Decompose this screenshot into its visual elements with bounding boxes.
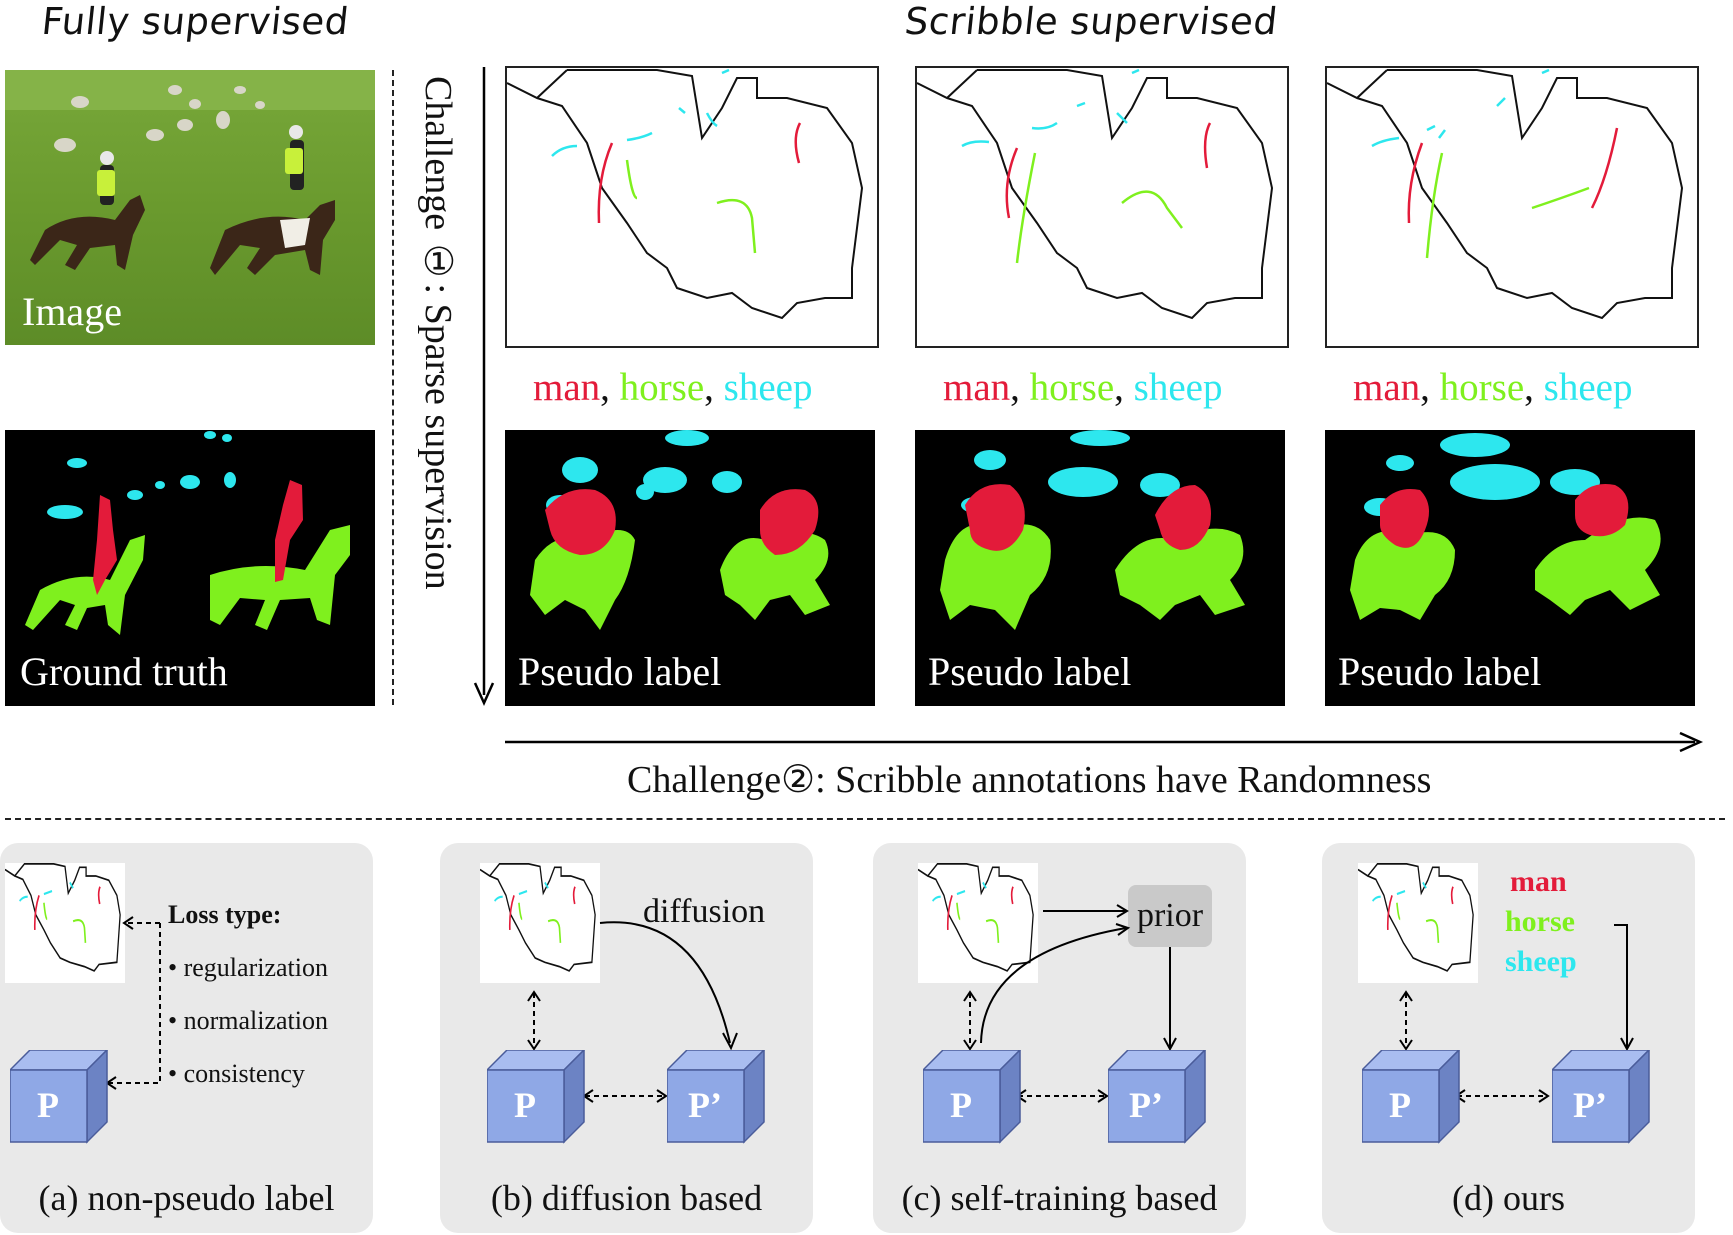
panel-c-caption: (c) self-training based [901,1178,1218,1218]
panel-b-scribble-thumb [479,863,600,983]
legend-sep: , [600,366,620,409]
legend-sheep: sheep [1543,366,1633,409]
challenge-1-label: Challenge ①: Sparse supervision [417,76,459,590]
panel-b-caption: (b) diffusion based [490,1178,763,1218]
fully-supervised-heading: Fully supervised [39,0,352,43]
legend-sep: , [1114,366,1134,409]
panel-d-cube-p: P [1362,1050,1461,1144]
scribble-drawing-1 [506,68,864,320]
pseudo-label-mask-2 [915,430,1285,706]
cube-p-prime-label: P’ [1129,1085,1163,1125]
panel-c-connectors [963,904,1177,1103]
cube-p-label: P [1389,1085,1411,1125]
panel-c-scribble-thumb [917,863,1038,983]
pseudo-label-mask-3 [1325,430,1695,706]
panel-c-cube-p-prime: P’ [1108,1050,1207,1144]
panel-a-caption: (a) non-pseudo label [38,1178,335,1218]
legend-sep: , [1010,366,1030,409]
scribble-annotation-1 [505,66,879,348]
loss-bullet-text: regularization [183,953,328,982]
panel-d-connectors [1399,924,1634,1103]
mini-scribble [479,863,596,972]
loss-bullet-consistency: • consistency [168,1059,305,1088]
pseudo-label-segmentation-1 [530,430,830,630]
legend-horse: horse [1439,366,1525,409]
legend-sheep: sheep [723,366,813,409]
panel-b-connectors [527,921,738,1103]
diffusion-label: diffusion [643,893,766,930]
scribble-drawing-2 [916,68,1274,320]
panel-a-cube-p: P [10,1050,109,1144]
legend-sheep: sheep [1133,366,1223,409]
cube-p-prime-label: P’ [1573,1085,1607,1125]
class-label-horse: horse [1505,905,1575,938]
legend-man: man [943,366,1011,409]
cube-p-prime-label: P’ [688,1085,722,1125]
vertical-dashed-divider [392,70,394,705]
image-tag: Image [22,289,122,334]
legend-3: man, horse, sheep [1353,365,1632,410]
loss-bullet-text: normalization [183,1006,329,1035]
cube-p-label: P [514,1085,536,1125]
panel-a-scribble-thumb [4,863,125,983]
challenge-2-label: Challenge②: Scribble annotations have Ra… [627,759,1432,801]
loss-type-title: Loss type: [168,900,282,929]
legend-sep: , [1420,366,1440,409]
panel-d-caption: (d) ours [1452,1178,1565,1218]
loss-bullet-regularization: • regularization [168,953,328,982]
loss-bullet-normalization: • normalization [168,1006,329,1035]
panel-d-scribble-thumb [1357,863,1478,983]
legend-man: man [533,366,601,409]
scribble-drawing-3 [1326,68,1684,320]
legend-1: man, horse, sheep [533,365,812,410]
ground-truth-segmentation [25,431,350,635]
panel-c-cube-p: P [923,1050,1022,1144]
mini-scribble [1357,863,1474,972]
legend-horse: horse [1029,366,1115,409]
mini-scribble [917,863,1034,972]
legend-horse: horse [619,366,705,409]
loss-bullet-text: consistency [183,1059,305,1088]
class-label-sheep: sheep [1505,945,1577,978]
panel-b-cube-p-prime: P’ [667,1050,766,1144]
mini-scribble [4,863,121,972]
pseudo-label-tag-1: Pseudo label [518,649,722,694]
pseudo-label-tag-3: Pseudo label [1338,649,1542,694]
pseudo-label-segmentation-2 [940,430,1245,630]
legend-sep: , [704,366,724,409]
pseudo-label-tag-2: Pseudo label [928,649,1132,694]
horizontal-arrow [505,731,1704,753]
legend-man: man [1353,366,1421,409]
vertical-arrow [473,67,495,707]
photo-image [5,70,375,345]
prior-box: prior [1128,885,1212,947]
horizontal-dashed-divider [5,818,1725,820]
legend-2: man, horse, sheep [943,365,1222,410]
cube-p-label: P [950,1085,972,1125]
class-label-man: man [1510,865,1567,898]
ground-truth-tag: Ground truth [20,649,228,694]
prior-label: prior [1136,897,1204,934]
legend-sep: , [1524,366,1544,409]
scribble-supervised-heading: Scribble supervised [902,0,1280,43]
ground-truth-mask [5,430,375,706]
pseudo-label-segmentation-3 [1350,433,1661,620]
panel-b-cube-p: P [487,1050,586,1144]
scribble-annotation-3 [1325,66,1699,348]
panel-d-cube-p-prime: P’ [1552,1050,1651,1144]
scribble-annotation-2 [915,66,1289,348]
cube-p-label: P [37,1085,59,1125]
pseudo-label-mask-1 [505,430,875,706]
horse-riders-photo [5,70,375,345]
